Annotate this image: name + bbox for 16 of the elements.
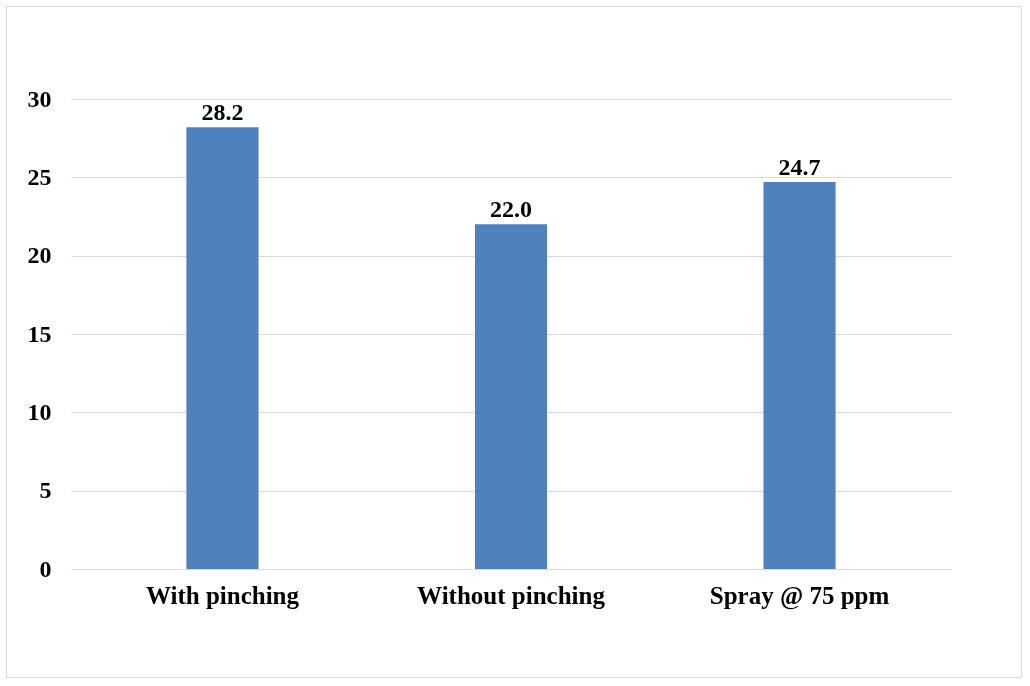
data-label: 28.2	[201, 99, 244, 126]
bar	[186, 127, 259, 569]
y-tick-label: 10	[27, 398, 52, 425]
y-tick-label: 20	[27, 242, 52, 269]
data-label: 22.0	[490, 196, 532, 223]
x-tick-label: With pinching	[145, 581, 300, 609]
bar	[763, 182, 836, 569]
bar	[474, 224, 548, 569]
x-tick-label: Spray @ 75 ppm	[709, 581, 890, 610]
y-tick-label: 15	[27, 320, 52, 347]
y-tick-label: 25	[27, 163, 52, 190]
x-tick-label: Without pinching	[417, 581, 606, 609]
y-tick-label: 30	[27, 85, 52, 112]
y-tick-label: 0	[39, 555, 52, 582]
y-tick-label: 5	[39, 477, 52, 504]
data-label: 24.7	[778, 154, 821, 181]
